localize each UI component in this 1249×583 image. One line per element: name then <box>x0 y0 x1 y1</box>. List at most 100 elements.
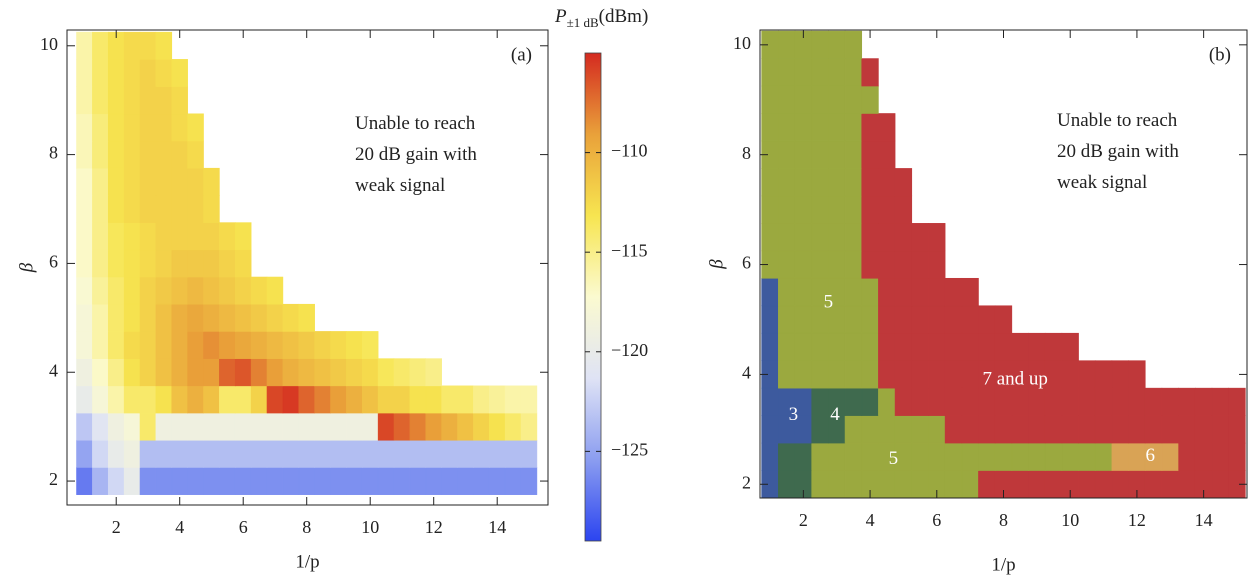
annotation: Unable to reach 20 dB gain with weak signa… <box>355 113 477 196</box>
cell <box>187 467 204 495</box>
cell <box>844 305 863 334</box>
cell <box>250 358 268 387</box>
cell <box>811 58 829 87</box>
cell <box>107 358 125 387</box>
cell <box>107 385 125 414</box>
cell <box>219 467 236 495</box>
x-tick-label: 6 <box>932 510 941 530</box>
cell <box>171 439 188 468</box>
cell <box>155 385 173 414</box>
cell <box>250 303 268 332</box>
cell <box>76 59 93 87</box>
cell <box>123 358 141 387</box>
cell <box>994 415 1013 444</box>
cell <box>928 332 946 361</box>
x-tick-label: 10 <box>361 517 379 537</box>
cell <box>107 113 125 142</box>
cell <box>234 303 252 332</box>
cell <box>123 249 141 278</box>
cell <box>250 385 268 414</box>
cell <box>1028 332 1046 361</box>
cell <box>425 358 442 387</box>
cell <box>488 439 506 468</box>
cell <box>282 331 300 359</box>
cell <box>928 415 946 444</box>
cell <box>1128 360 1146 389</box>
cell <box>250 439 268 468</box>
cell <box>234 249 252 278</box>
cell <box>761 85 779 114</box>
region-label: 5 <box>824 291 834 312</box>
cell <box>330 412 347 441</box>
cell <box>844 277 863 307</box>
cell <box>894 470 913 499</box>
cell <box>123 113 141 142</box>
cell <box>1028 387 1046 416</box>
cell <box>1211 387 1229 416</box>
cell <box>844 113 863 142</box>
cell <box>139 249 157 278</box>
cell <box>1011 470 1029 499</box>
x-tick-label: 12 <box>1128 510 1146 530</box>
cell <box>1011 332 1029 361</box>
cell <box>504 412 522 441</box>
cell <box>1111 387 1129 416</box>
cell <box>314 467 331 495</box>
cell <box>828 113 846 142</box>
cell <box>878 360 896 389</box>
cell <box>123 385 141 414</box>
cell <box>861 277 879 307</box>
cell <box>961 470 979 499</box>
cell <box>298 303 315 332</box>
cell <box>928 223 946 252</box>
x-axis-label: 1/p <box>991 554 1015 575</box>
cell <box>761 332 779 361</box>
cell <box>828 85 846 114</box>
region-label: 7 and up <box>982 368 1047 389</box>
cell <box>878 113 896 142</box>
cell <box>520 385 538 414</box>
cell <box>314 439 331 468</box>
heatmap-cells <box>761 30 1246 499</box>
cell <box>107 59 125 87</box>
cell <box>778 360 796 389</box>
cell <box>504 385 522 414</box>
cell <box>139 167 157 196</box>
cell <box>123 412 141 441</box>
cell <box>1011 415 1029 444</box>
cell <box>944 415 963 444</box>
cell <box>473 385 490 414</box>
cell <box>794 223 813 252</box>
cell <box>844 85 863 114</box>
cell <box>1078 415 1096 444</box>
cell <box>1211 415 1229 444</box>
cell <box>844 360 863 389</box>
cell <box>944 360 963 389</box>
cell <box>1044 387 1063 416</box>
cell <box>861 85 879 114</box>
cell <box>894 332 913 361</box>
cell <box>314 412 331 441</box>
cell <box>441 412 458 441</box>
annotation-line: Unable to reach <box>355 113 476 134</box>
cell <box>961 442 979 471</box>
cell <box>330 385 347 414</box>
cell <box>828 223 846 252</box>
annotation-line: 20 dB gain with <box>355 144 477 165</box>
cell <box>861 305 879 334</box>
cell <box>76 467 93 495</box>
cell <box>139 331 157 359</box>
cell <box>377 358 395 387</box>
cell <box>425 412 442 441</box>
cell <box>107 467 125 495</box>
cell <box>844 250 863 279</box>
cell <box>282 412 300 441</box>
cell <box>794 250 813 279</box>
cell <box>911 250 929 279</box>
cell <box>944 332 963 361</box>
y-tick-label: 10 <box>733 33 751 53</box>
cell <box>187 140 204 169</box>
cell <box>107 167 125 196</box>
cell <box>928 442 946 471</box>
cell <box>794 360 813 389</box>
